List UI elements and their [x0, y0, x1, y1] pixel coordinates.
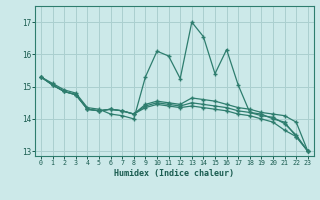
X-axis label: Humidex (Indice chaleur): Humidex (Indice chaleur) [115, 169, 235, 178]
